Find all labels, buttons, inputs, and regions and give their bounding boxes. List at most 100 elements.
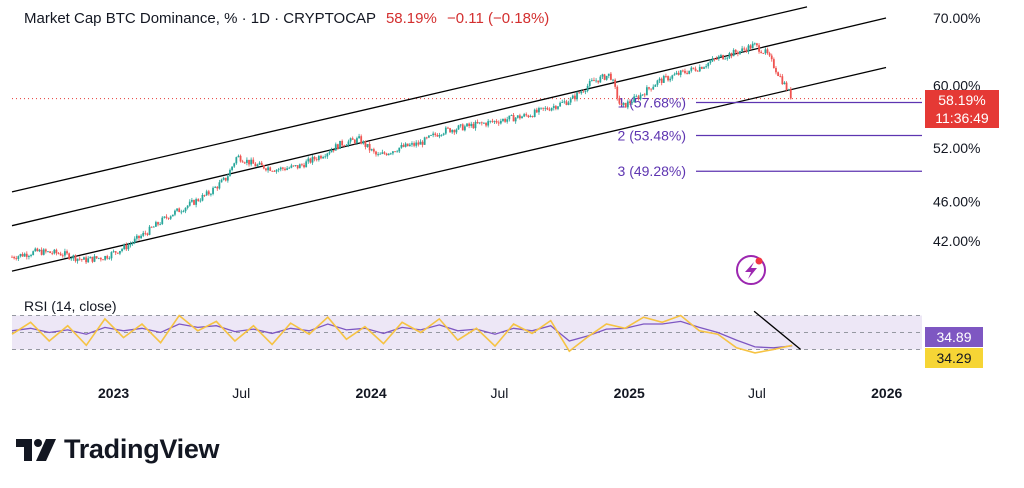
candle-body (116, 252, 119, 254)
candle-body (322, 157, 324, 159)
candle-body (70, 258, 73, 260)
candle-body (252, 159, 255, 164)
candle-body (68, 253, 71, 260)
candle-body (489, 120, 492, 122)
candle-body (747, 45, 750, 52)
candle-body (743, 48, 746, 50)
candle-body (332, 149, 335, 151)
candle-body (258, 162, 261, 165)
candle-body (449, 128, 451, 133)
rsi-legend[interactable]: RSI (14, close) (24, 298, 117, 314)
candle-body (210, 193, 212, 195)
candle-body (421, 141, 424, 145)
candle-body (155, 222, 157, 227)
symbol-title[interactable]: Market Cap BTC Dominance, % · 1D · CRYPT… (24, 10, 376, 27)
candle-body (563, 101, 566, 103)
candle-body (552, 106, 555, 108)
time-axis: 2023 Jul 2024 Jul 2025 Jul 2026 (98, 385, 903, 401)
candle-body (438, 135, 441, 137)
candle-body (294, 165, 297, 166)
candle-body (667, 76, 669, 81)
candle-body (497, 122, 500, 124)
x-tick-label: 2025 (614, 385, 645, 401)
candle-body (93, 256, 96, 262)
candle-body (582, 91, 585, 93)
candle-body (99, 257, 102, 260)
candle-body (423, 137, 426, 145)
candle-body (690, 67, 693, 71)
candle-body (466, 123, 468, 127)
candle-body (74, 255, 77, 262)
candle-body (444, 127, 447, 134)
candle-body (785, 82, 788, 91)
candle-body (197, 199, 200, 202)
candle-body (163, 216, 166, 218)
candle-body (694, 68, 697, 71)
candle-body (273, 170, 276, 172)
candle-body (148, 226, 151, 235)
candle-body (72, 255, 75, 259)
candle-body (707, 62, 710, 67)
candle-body (55, 249, 58, 254)
candle-body (485, 122, 487, 126)
candle-body (174, 210, 176, 215)
candle-body (201, 194, 204, 201)
candle-body (495, 120, 498, 123)
candle-body (408, 144, 411, 147)
candle-body (440, 134, 443, 136)
candle-body (701, 66, 703, 69)
candle-body (307, 158, 310, 162)
candle-body (777, 72, 779, 76)
candle-body (736, 52, 739, 54)
candle-body (692, 67, 695, 69)
candle-body (286, 168, 289, 170)
candle-body (315, 159, 318, 161)
candle-body (267, 167, 269, 171)
candle-body (597, 80, 600, 83)
candle-body (586, 85, 589, 91)
candle-body (385, 153, 388, 156)
candle-body (538, 108, 540, 113)
candle-body (131, 242, 134, 244)
candle-body (561, 102, 564, 103)
brand-name: TradingView (64, 434, 220, 464)
candle-body (715, 58, 718, 60)
candle-body (419, 141, 422, 145)
candle-body (404, 143, 407, 147)
candle-body (298, 164, 301, 169)
candle-body (317, 155, 320, 160)
candle-body (42, 249, 45, 255)
candle-body (643, 94, 646, 96)
candle-body (248, 159, 250, 165)
candle-body (127, 245, 130, 250)
candle-body (372, 149, 375, 152)
candle-body (11, 256, 13, 258)
candle-body (190, 200, 193, 202)
candle-body (652, 86, 655, 90)
candle-body (326, 153, 329, 157)
tradingview-logo[interactable]: TradingView (16, 434, 220, 465)
lightning-alert-icon[interactable] (736, 255, 766, 285)
candle-body (260, 162, 263, 166)
channel-line-1 (11, 6, 808, 193)
candle-body (36, 248, 39, 252)
candle-body (673, 74, 676, 76)
candle-body (347, 141, 350, 146)
candle-body (159, 223, 162, 225)
candle-body (645, 87, 648, 96)
rsi-trendline (753, 310, 802, 351)
candle-body (781, 76, 784, 85)
candle-body (195, 199, 198, 205)
candle-body (108, 258, 111, 260)
candle-body (470, 123, 473, 127)
candle-body (463, 126, 466, 131)
candle-body (254, 163, 257, 167)
x-tick-label: 2026 (871, 385, 902, 401)
candle-body (457, 125, 460, 130)
candle-body (51, 252, 54, 254)
candle-body (739, 51, 741, 54)
candle-body (186, 205, 189, 208)
candle-body (358, 136, 360, 139)
candle-body (639, 94, 642, 100)
